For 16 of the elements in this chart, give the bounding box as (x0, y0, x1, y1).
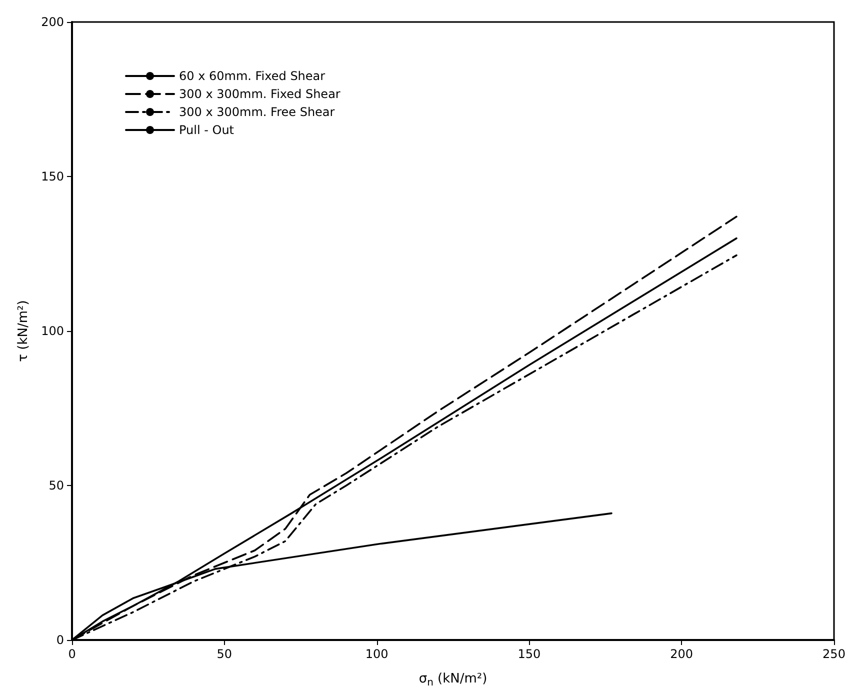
legend-label: 300 x 300mm. Fixed Shear (179, 87, 340, 101)
x-tick-label: 200 (670, 647, 694, 661)
x-tick-label: 50 (216, 647, 232, 661)
y-tick-label: 150 (41, 170, 64, 184)
y-tick-label: 50 (48, 478, 64, 492)
y-tick-label: 100 (41, 324, 64, 338)
y-tick-label: 0 (56, 633, 64, 647)
x-tick-label: 100 (365, 647, 388, 661)
y-tick-label: 200 (41, 15, 64, 29)
x-tick-label: 250 (822, 647, 846, 661)
legend-label: Pull - Out (179, 123, 234, 137)
legend-label: 60 x 60mm. Fixed Shear (179, 69, 326, 83)
legend-label: 300 x 300mm. Free Shear (179, 105, 335, 119)
x-tick-label: 0 (68, 647, 76, 661)
x-tick-label: 150 (518, 647, 541, 661)
y-axis-title: τ (kN/m²) (16, 300, 31, 362)
